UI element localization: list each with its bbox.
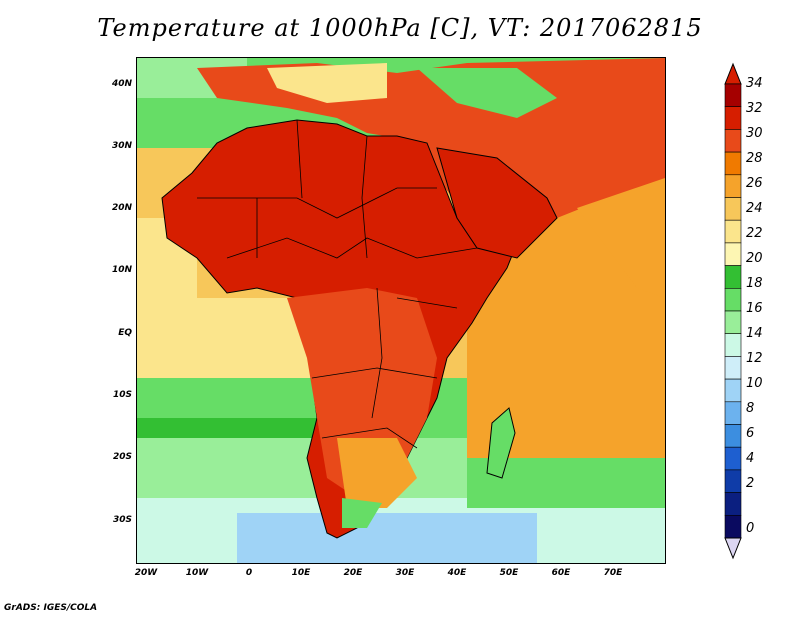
eurasia-land [197,58,665,288]
colorbar-label-14: 14 [746,326,763,341]
southern-africa-region [337,438,417,508]
south-blue-band [237,513,537,563]
temperature-map-svg [137,58,665,563]
colorbar-label-24: 24 [746,201,763,216]
colorbar-cell [724,83,742,108]
lon-label-60e: 60E [551,568,571,578]
lon-label-10w: 10W [185,568,209,578]
colorbar-cell [724,469,742,493]
colorbar-label-8: 8 [746,401,755,416]
colorbar-over-arrow [724,62,742,85]
country-borders [197,119,478,449]
colorbar-cell [724,333,742,357]
colorbar-under-arrow [724,537,742,560]
colorbar-cell [724,242,742,266]
colorbar-label-32: 32 [746,101,763,116]
arabian-peninsula [436,147,558,259]
lon-label-70e: 70E [603,568,623,578]
colorbar-cell [724,356,742,380]
colorbar-label-22: 22 [746,226,763,241]
colorbar-label-10: 10 [746,376,763,391]
colorbar-label-4: 4 [746,451,755,466]
india-land [577,178,665,298]
mediterranean-warm [267,63,387,103]
lon-label-20w: 20W [134,568,158,578]
colorbar-label-18: 18 [746,276,763,291]
colorbar-label-12: 12 [746,351,763,366]
colorbar-label-30: 30 [746,126,763,141]
lat-label-30n: 30N [111,141,132,151]
colorbar-cell [724,265,742,289]
colorbar-cell [724,288,742,312]
colorbar-cell [724,129,742,153]
south-africa-coast [342,498,382,528]
colorbar-cell [724,401,742,425]
colorbar-cell [724,378,742,403]
colorbar-label-26: 26 [746,176,763,191]
lat-label-40n: 40N [111,79,132,89]
lat-label-eq: EQ [118,328,132,338]
lon-label-30e: 30E [395,568,415,578]
colorbar-cell [724,197,742,221]
colorbar-cell [724,514,742,539]
map-plot-area [136,57,666,564]
colorbar-label-34: 34 [746,76,763,91]
colorbar-label-0: 0 [746,521,755,536]
colorbar-cell [724,219,742,244]
chart-title: Temperature at 1000hPa [C], VT: 20170628… [97,14,703,42]
colorbar-label-2: 2 [746,476,755,491]
colorbar-label-6: 6 [746,426,755,441]
lat-label-10n: 10N [111,265,132,275]
colorbar-cell [724,446,742,471]
colorbar-cell [724,424,742,448]
lat-label-20s: 20S [112,452,132,462]
lon-label-50e: 50E [499,568,519,578]
colorbar-cell [724,174,742,198]
lat-label-10s: 10S [112,390,132,400]
colorbar-cell [724,106,742,130]
lat-label-20n: 20N [111,203,132,213]
colorbar [724,62,742,560]
colorbar-cell [724,310,742,335]
black-sea-region [417,68,557,118]
lon-label-20e: 20E [343,568,363,578]
colorbar-cell [724,151,742,176]
lat-label-30s: 30S [112,515,132,525]
lon-label-10e: 10E [291,568,311,578]
lon-label-40e: 40E [447,568,467,578]
colorbar-label-16: 16 [746,301,763,316]
colorbar-cell [724,492,742,516]
grads-credit: GrADS: IGES/COLA [4,603,98,613]
colorbar-label-20: 20 [746,251,763,266]
madagascar [486,407,516,479]
colorbar-label-28: 28 [746,151,763,166]
lon-label-0: 0 [245,568,253,578]
colorbar-cells [724,83,742,539]
